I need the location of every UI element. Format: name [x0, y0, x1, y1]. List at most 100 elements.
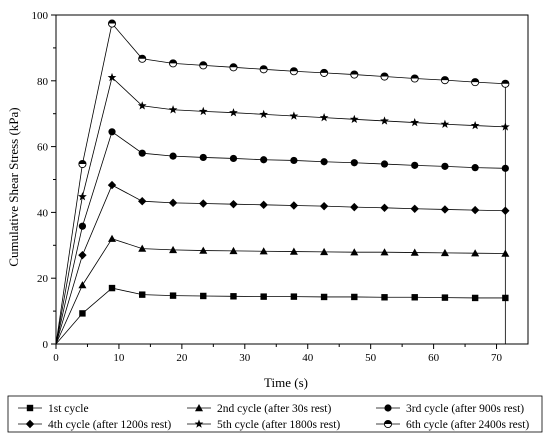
data-point-series-2 [289, 247, 298, 255]
data-point-series-5 [319, 113, 329, 122]
data-point-series-2 [108, 234, 117, 242]
data-point-series-2 [320, 247, 329, 256]
data-point-series-6 [471, 78, 480, 87]
series-line-1 [55, 287, 506, 345]
data-point-series-1 [200, 292, 207, 300]
data-point-series-2 [501, 249, 510, 257]
data-point-series-5 [410, 117, 420, 127]
legend-label: 2nd cycle (after 30s rest) [217, 403, 331, 415]
data-point-series-5 [198, 106, 208, 116]
legend-marker [384, 404, 392, 412]
series-line-6 [55, 22, 506, 345]
data-point-series-4 [470, 205, 480, 215]
data-point-series-6 [380, 72, 389, 81]
y-tick-label: 80 [37, 76, 49, 88]
series-line-3 [55, 131, 506, 345]
data-point-series-4 [259, 200, 268, 210]
data-point-series-4 [440, 205, 450, 214]
data-point-series-6 [169, 59, 178, 68]
x-tick-label: 40 [302, 352, 314, 364]
x-axis-title: Time (s) [264, 375, 308, 390]
data-point-series-3 [320, 158, 328, 166]
y-tick-label: 60 [37, 142, 49, 154]
x-tick-label: 20 [176, 352, 188, 364]
data-point-series-6 [107, 19, 117, 28]
data-point-series-1 [79, 310, 86, 317]
data-point-series-4 [380, 203, 389, 212]
data-point-series-3 [350, 159, 358, 167]
data-point-series-3 [229, 154, 238, 163]
data-point-series-5 [289, 111, 299, 120]
data-point-series-1 [381, 294, 388, 301]
y-tick-label: 40 [37, 207, 49, 219]
legend-label: 5th cycle (after 1800s rest) [217, 419, 340, 431]
data-point-series-2 [350, 248, 359, 256]
legend: 1st cycle 2nd cycle (after 30s rest) 3rd c… [7, 395, 543, 433]
data-point-series-5 [168, 105, 178, 114]
data-point-series-2 [259, 247, 268, 255]
data-point-series-5 [470, 120, 480, 130]
data-point-series-3 [501, 164, 509, 172]
data-point-series-4 [350, 202, 359, 212]
data-point-series-6 [501, 79, 510, 88]
data-point-series-3 [441, 162, 449, 170]
data-point-series-2 [380, 248, 389, 256]
legend-marker [194, 419, 204, 428]
y-axis-title: Cumulative Shear Stress (kPa) [6, 107, 21, 266]
data-point-series-3 [411, 161, 419, 169]
legend-label: 1st cycle [48, 403, 89, 415]
data-point-series-1 [108, 284, 116, 292]
x-tick-label: 50 [365, 352, 377, 364]
data-point-series-2 [138, 244, 147, 252]
data-point-series-4 [410, 204, 419, 213]
x-tick-label: 0 [53, 352, 59, 364]
data-point-series-5 [380, 116, 389, 125]
legend-label: 4th cycle (after 1200s rest) [48, 419, 171, 431]
legend-label: 6th cycle (after 2400s rest) [406, 419, 529, 431]
y-tick-label: 0 [43, 339, 49, 351]
data-point-series-4 [78, 250, 87, 260]
data-point-series-6 [138, 54, 147, 63]
legend-box [7, 395, 543, 433]
data-point-series-6 [350, 70, 359, 79]
data-point-series-3 [380, 160, 389, 168]
data-point-series-1 [169, 292, 177, 299]
data-point-series-2 [440, 248, 449, 257]
data-point-series-6 [199, 61, 208, 70]
legend-marker [195, 404, 203, 412]
data-point-series-3 [471, 164, 479, 172]
legend-label: 3rd cycle (after 900s rest) [406, 403, 524, 415]
data-point-series-4 [229, 199, 238, 209]
data-point-series-1 [351, 293, 358, 301]
data-point-series-1 [230, 293, 237, 300]
data-point-series-5 [259, 109, 269, 119]
x-tick-label: 70 [491, 352, 503, 364]
data-point-series-4 [138, 197, 147, 206]
data-point-series-5 [440, 119, 450, 128]
data-point-series-3 [78, 222, 87, 230]
x-tick-label: 30 [239, 352, 251, 364]
data-point-series-2 [410, 248, 419, 256]
legend-marker [383, 419, 393, 429]
data-point-series-4 [107, 180, 117, 190]
data-point-series-6 [78, 159, 87, 169]
data-point-series-3 [169, 152, 177, 160]
data-point-series-2 [169, 245, 178, 254]
data-point-series-3 [138, 149, 146, 157]
series-line-4 [55, 184, 506, 345]
data-point-series-5 [500, 122, 510, 131]
data-point-series-6 [289, 67, 298, 76]
data-point-series-4 [501, 206, 510, 215]
data-point-series-4 [199, 199, 208, 208]
data-point-series-2 [78, 281, 87, 289]
y-tick-label: 20 [37, 273, 49, 285]
data-point-series-4 [168, 198, 178, 208]
legend-marker [26, 404, 34, 412]
data-point-series-3 [290, 156, 298, 165]
data-point-series-6 [440, 76, 449, 85]
data-point-series-5 [349, 114, 359, 124]
x-tick-label: 60 [428, 352, 440, 364]
data-point-series-6 [259, 65, 268, 74]
